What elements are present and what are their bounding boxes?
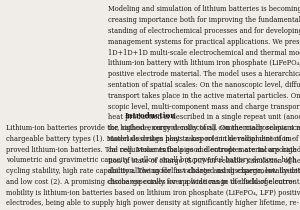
Text: standing of electrochemical processes and for developing battery: standing of electrochemical processes an… [108, 27, 300, 35]
Text: electrodes, being able to supply high power density at significantly higher life: electrodes, being able to supply high po… [6, 199, 299, 207]
Text: management systems for practical applications. We present a: management systems for practical applica… [108, 38, 300, 46]
Text: tion of state of charge (SOC) for reliable simulation of heat pro-: tion of state of charge (SOC) for reliab… [108, 157, 300, 165]
Text: model describes heat transport in the radial direction of a cylindri-: model describes heat transport in the ra… [108, 135, 300, 143]
Text: cycling stability, high rate capability allowing for fast charge and discharge, : cycling stability, high rate capability … [6, 167, 300, 175]
Text: scopic level, multi-component mass and charge transport as well as: scopic level, multi-component mass and c… [108, 102, 300, 111]
Text: lithium-ion battery with lithium iron phosphate (LiFePO₄, LFP): lithium-ion battery with lithium iron ph… [108, 59, 300, 67]
Text: heat production is described in a single repeat unit (anode, separa-: heat production is described in a single… [108, 113, 300, 121]
Text: sentation of spatial scales: On the nanoscopic level, diffusive: sentation of spatial scales: On the nano… [108, 81, 300, 89]
Text: Modeling and simulation of lithium batteries is becoming of in-: Modeling and simulation of lithium batte… [108, 5, 300, 13]
Text: volumetric and gravimetric capacity to allow small but powerful battery devices,: volumetric and gravimetric capacity to a… [6, 156, 296, 164]
Text: chargeable battery types (1). Materials design plays a key role in development o: chargeable battery types (1). Materials … [6, 135, 294, 143]
Text: proved lithium-ion batteries. The requirements for a good electrode material are: proved lithium-ion batteries. The requir… [6, 146, 297, 154]
Text: Lithium-ion batteries provide the highest energy density of all commercially rel: Lithium-ion batteries provide the highes… [6, 124, 300, 132]
Text: transport takes place in the active material particles. On the micro-: transport takes place in the active mate… [108, 92, 300, 100]
Text: 1D+1D+1D multi-scale electrochemical and thermal model of a: 1D+1D+1D multi-scale electrochemical and… [108, 49, 300, 56]
Text: discharge curves over a wide range of discharge currents.: discharge curves over a wide range of di… [108, 178, 300, 186]
Text: creasing importance both for improving the fundamental under-: creasing importance both for improving t… [108, 16, 300, 24]
Text: mobility is lithium-ion batteries based on lithium iron phosphate (LiFePO₄, LFP): mobility is lithium-ion batteries based … [6, 189, 300, 197]
Text: positive electrode material. The model uses a hierarchical repre-: positive electrode material. The model u… [108, 70, 300, 78]
Text: Introduction: Introduction [124, 112, 176, 120]
Text: tor, cathode, current collectors). On the macroscopic scale, the: tor, cathode, current collectors). On th… [108, 124, 300, 132]
Text: cal cell. Molar enthalpies and entropies are incorporated as func-: cal cell. Molar enthalpies and entropies… [108, 146, 300, 154]
Text: and low cost (2). A promising choice especially for applications in the field of: and low cost (2). A promising choice esp… [6, 178, 295, 186]
Text: duction. The model is validated using experimentally-determined: duction. The model is validated using ex… [108, 167, 300, 176]
